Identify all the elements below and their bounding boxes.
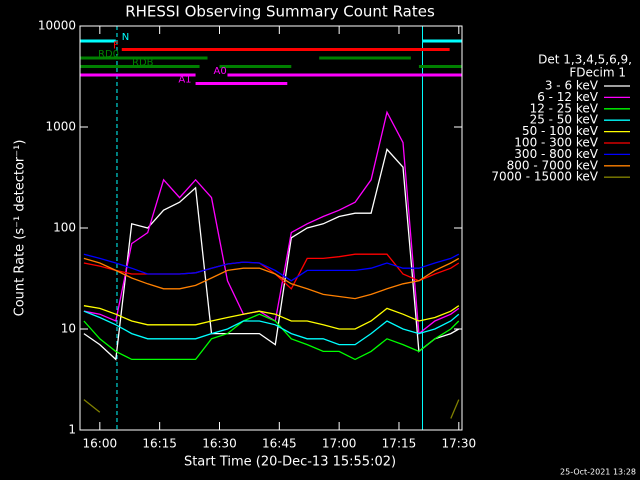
legend-label: 7000 - 15000 keV: [491, 170, 598, 184]
series-line: [83, 399, 460, 419]
x-tick-label: 16:00: [83, 437, 118, 451]
y-tick-label: 1000: [45, 120, 76, 134]
legend-title: FDecim 1: [569, 66, 626, 80]
x-tick-label: 16:15: [142, 437, 177, 451]
legend-label: 800 - 7000 keV: [507, 158, 599, 172]
flag-label: F: [113, 41, 119, 52]
flag-label: A0: [214, 66, 227, 77]
legend-title: Det 1,3,4,5,6,9,: [538, 53, 632, 67]
legend-label: 25 - 50 keV: [530, 113, 599, 127]
legend-label: 300 - 800 keV: [514, 147, 598, 161]
legend-label: 3 - 6 keV: [545, 79, 599, 93]
flag-label: RDB: [132, 58, 154, 69]
x-tick-label: 16:30: [202, 437, 237, 451]
series-line: [83, 310, 460, 346]
series-line: [83, 305, 460, 330]
x-tick-label: 16:45: [262, 437, 297, 451]
flag-label: RD0: [98, 49, 119, 60]
legend-label: 50 - 100 keV: [522, 124, 599, 138]
y-tick-label: 10000: [38, 19, 76, 33]
y-tick-label: 1: [68, 423, 76, 437]
y-tick-label: 100: [53, 221, 76, 235]
y-tick-label: 10: [61, 322, 76, 336]
x-tick-label: 17:00: [322, 437, 357, 451]
series-line: [83, 148, 460, 361]
x-axis-label: Start Time (20-Dec-13 15:55:02): [184, 455, 396, 470]
x-tick-label: 17:30: [442, 437, 477, 451]
legend-label: 6 - 12 keV: [537, 90, 599, 104]
flag-label: N: [122, 32, 129, 43]
y-axis-label: Count Rate (s⁻¹ detector⁻¹): [13, 140, 28, 317]
series-line: [83, 253, 460, 282]
legend-label: 12 - 25 keV: [530, 101, 599, 115]
x-tick-label: 17:15: [382, 437, 417, 451]
flag-label: A1: [178, 75, 191, 86]
series-line: [83, 257, 460, 300]
timestamp: 25-Oct-2021 13:28: [560, 468, 636, 477]
chart-title: RHESSI Observing Summary Count Rates: [125, 3, 435, 21]
legend-label: 100 - 300 keV: [514, 136, 598, 150]
series-line: [83, 313, 460, 361]
